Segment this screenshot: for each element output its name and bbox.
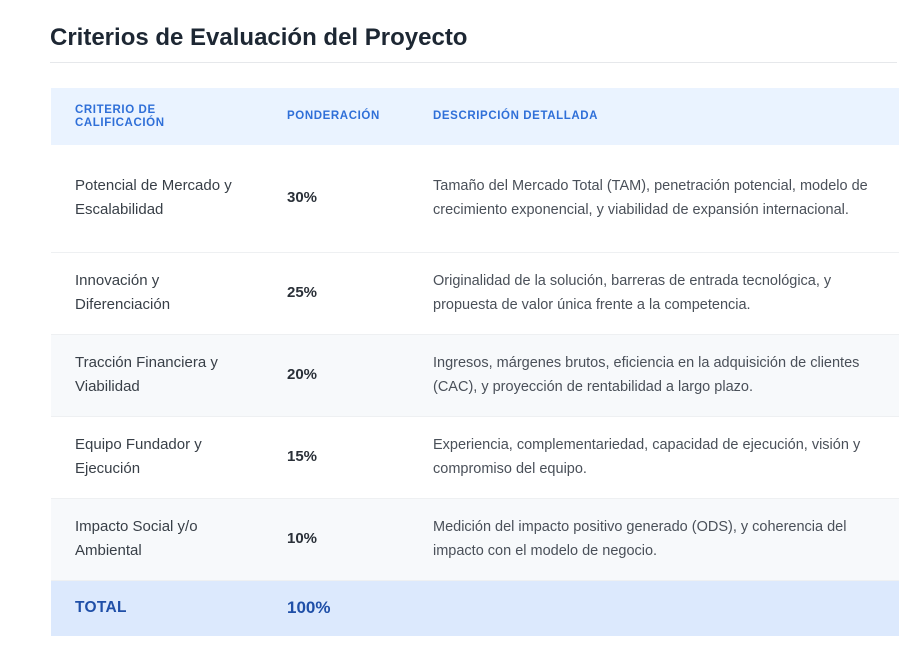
description-cell: Medición del impacto positivo generado (… <box>410 498 899 581</box>
table-row: Innovación y Diferenciación 25% Original… <box>51 252 899 335</box>
weight-cell: 15% <box>263 416 410 499</box>
table-body: Potencial de Mercado y Escalabilidad 30%… <box>51 145 899 636</box>
criterion-cell: Tracción Financiera y Viabilidad <box>51 334 263 417</box>
description-cell: Experiencia, complementariedad, capacida… <box>410 416 899 499</box>
weight-cell: 20% <box>263 334 410 417</box>
total-label: TOTAL <box>75 599 127 617</box>
total-row: TOTAL 100% <box>51 580 899 636</box>
description-cell: Tamaño del Mercado Total (TAM), penetrac… <box>410 145 899 253</box>
criterion-cell: Potencial de Mercado y Escalabilidad <box>51 145 263 253</box>
total-empty-cell <box>410 580 899 636</box>
criterion-cell: Equipo Fundador y Ejecución <box>51 416 263 499</box>
table-header: CRITERIO DE CALIFICACIÓN PONDERACIÓN DES… <box>51 88 899 145</box>
evaluation-criteria-table: CRITERIO DE CALIFICACIÓN PONDERACIÓN DES… <box>51 88 899 636</box>
table-row: Equipo Fundador y Ejecución 15% Experien… <box>51 416 899 499</box>
total-value: 100% <box>287 598 331 618</box>
weight-cell: 30% <box>263 145 410 253</box>
weight-cell: 10% <box>263 498 410 581</box>
table-row: Impacto Social y/o Ambiental 10% Medició… <box>51 498 899 581</box>
page-title: Criterios de Evaluación del Proyecto <box>50 24 468 51</box>
header-weight: PONDERACIÓN <box>287 110 380 122</box>
header-description: DESCRIPCIÓN DETALLADA <box>433 110 599 122</box>
criterion-cell: Innovación y Diferenciación <box>51 252 263 335</box>
criterion-cell: Impacto Social y/o Ambiental <box>51 498 263 581</box>
description-cell: Ingresos, márgenes brutos, eficiencia en… <box>410 334 899 417</box>
header-criterion: CRITERIO DE CALIFICACIÓN <box>75 103 165 129</box>
title-divider <box>50 62 897 63</box>
header-row: CRITERIO DE CALIFICACIÓN PONDERACIÓN DES… <box>51 88 899 145</box>
table-row: Tracción Financiera y Viabilidad 20% Ing… <box>51 334 899 417</box>
weight-cell: 25% <box>263 252 410 335</box>
table-row: Potencial de Mercado y Escalabilidad 30%… <box>51 145 899 253</box>
description-cell: Originalidad de la solución, barreras de… <box>410 252 899 335</box>
